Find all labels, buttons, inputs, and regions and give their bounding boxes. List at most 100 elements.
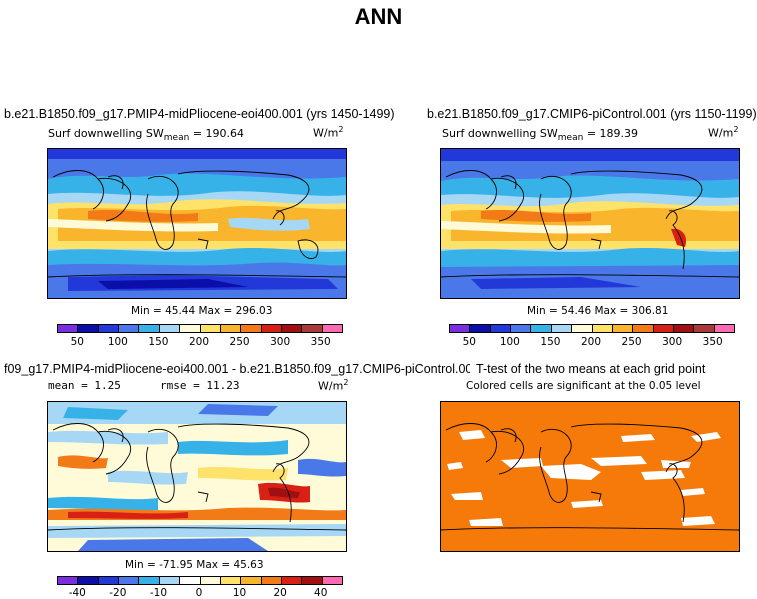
panel4-map: [440, 401, 740, 552]
panel2-colorbar-swatch: [490, 325, 512, 332]
panel3-colorbar-swatch: [119, 577, 140, 584]
panel3-colorbar-swatch: [200, 577, 221, 584]
colorbar-tick-label: -10: [149, 587, 167, 599]
panel2-colorbar: [449, 324, 735, 333]
colorbar-tick-label: 200: [188, 336, 210, 348]
panel2-units: W/m2: [708, 125, 738, 140]
panel2-title: b.e21.B1850.f09_g17.CMIP6-piControl.001 …: [427, 107, 757, 121]
panel1-colorbar-swatch: [180, 325, 201, 332]
panel1-colorbar-swatch: [322, 325, 343, 332]
panel1-colorbar-swatch: [119, 325, 140, 332]
panel2-subtitle: Surf downwelling SWmean = 189.39: [442, 127, 638, 143]
colorbar-tick-label: 50: [70, 336, 84, 348]
panel1-map-svg: [48, 149, 346, 298]
panel4-title: T-test of the two means at each grid poi…: [476, 362, 706, 376]
panel1-colorbar-swatch: [241, 325, 262, 332]
panel3-colorbar-swatch: [180, 577, 201, 584]
colorbar-tick-label: 100: [499, 336, 520, 348]
panel1-units: W/m2: [313, 125, 343, 140]
panel2-colorbar-swatch: [714, 325, 735, 332]
panel1-colorbar-swatch: [200, 325, 221, 332]
colorbar-tick-label: 150: [148, 336, 169, 348]
panel2-colorbar-swatch: [694, 325, 715, 332]
panel1-minmax: Min = 45.44 Max = 296.03: [131, 305, 273, 317]
panel1-stat-label: mean: [163, 133, 190, 143]
panel3-mean: mean = 1.25: [48, 379, 121, 392]
colorbar-tick-label: 300: [270, 336, 291, 348]
panel1-stat-value: = 190.64: [192, 127, 245, 140]
panel3-rmse: rmse = 11.23: [160, 379, 240, 392]
panel3-colorbar-swatch: [159, 577, 181, 584]
panel4-map-svg: [441, 402, 739, 551]
colorbar-tick-label: 40: [314, 587, 328, 599]
panel1-colorbar-swatch: [261, 325, 282, 332]
colorbar-tick-label: 350: [310, 336, 331, 348]
panel3-colorbar-swatch: [139, 577, 160, 584]
panel3-colorbar-swatch: [281, 577, 303, 584]
panel2-units-text: W/m: [708, 126, 734, 140]
panel1-colorbar-swatch: [302, 325, 323, 332]
panel1-colorbar-swatch: [220, 325, 242, 332]
panel2-stat-label: mean: [557, 133, 584, 143]
panel1-colorbar-swatch: [78, 325, 99, 332]
colorbar-tick-label: 50: [462, 336, 476, 348]
panel1-colorbar: [57, 324, 343, 333]
colorbar-tick-label: -40: [68, 587, 86, 599]
colorbar-tick-label: 350: [702, 336, 723, 348]
panel1-var-label: Surf downwelling SW: [48, 127, 164, 140]
panel2-stat-value: = 189.39: [586, 127, 639, 140]
panel2-colorbar-swatch: [673, 325, 695, 332]
panel3-minmax: Min = -71.95 Max = 45.63: [125, 559, 264, 571]
figure-title: ANN: [354, 4, 403, 29]
panel2-colorbar-swatch: [551, 325, 573, 332]
panel1-units-text: W/m: [313, 126, 339, 140]
panel1-map: [47, 148, 347, 299]
panel1-units-exp: 2: [338, 125, 344, 134]
panel3-title: f09_g17.PMIP4-midPliocene-eoi400.001 - b…: [4, 362, 470, 376]
colorbar-tick-label: 200: [580, 336, 602, 348]
colorbar-tick-label: 300: [662, 336, 683, 348]
panel3-units-text: W/m: [318, 379, 344, 393]
panel2-colorbar-swatch: [612, 325, 634, 332]
panel1-colorbar-swatch: [98, 325, 120, 332]
panel1-colorbar-ticks: 50 100 150 200 250 300 350: [57, 336, 341, 350]
panel1-title: b.e21.B1850.f09_g17.PMIP4-midPliocene-eo…: [4, 107, 395, 121]
panel2-map-svg: [441, 149, 739, 298]
panel3-units: W/m2: [318, 378, 348, 393]
panel2-colorbar-swatch: [653, 325, 674, 332]
panel3-colorbar-swatch: [58, 577, 79, 584]
panel2-map: [440, 148, 740, 299]
panel2-colorbar-ticks: 50 100 150 200 250 300 350: [449, 336, 733, 350]
panel1-colorbar-swatch: [139, 325, 160, 332]
panel2-colorbar-swatch: [633, 325, 654, 332]
panel3-colorbar-swatch: [220, 577, 242, 584]
panel3-colorbar-swatch: [98, 577, 120, 584]
panel4-subtitle: Colored cells are significant at the 0.0…: [466, 380, 701, 392]
panel1-colorbar-swatch: [159, 325, 181, 332]
panel3-map-svg: [48, 402, 346, 551]
panel1-subtitle: Surf downwelling SWmean = 190.64: [48, 127, 244, 143]
colorbar-tick-label: 250: [621, 336, 642, 348]
panel3-units-exp: 2: [343, 378, 349, 387]
panel3-colorbar-swatch: [261, 577, 282, 584]
panel3-colorbar-ticks: -40 -20 -10 0 10 20 40: [57, 587, 341, 599]
panel1-colorbar-swatch: [281, 325, 303, 332]
colorbar-tick-label: 10: [232, 587, 247, 599]
colorbar-tick-label: -20: [109, 587, 127, 599]
panel3-colorbar-swatch: [78, 577, 99, 584]
panel2-colorbar-swatch: [450, 325, 471, 332]
colorbar-tick-label: 100: [107, 336, 128, 348]
panel3-colorbar-swatch: [241, 577, 262, 584]
colorbar-tick-label: 150: [540, 336, 561, 348]
panel2-colorbar-swatch: [531, 325, 552, 332]
panel2-colorbar-swatch: [511, 325, 532, 332]
panel1-colorbar-swatch: [58, 325, 79, 332]
panel2-colorbar-swatch: [470, 325, 491, 332]
panel2-units-exp: 2: [733, 125, 739, 134]
ttest-nonsignificant-cells: [447, 430, 721, 526]
panel3-colorbar: [57, 576, 343, 585]
colorbar-tick-label: 250: [229, 336, 250, 348]
panel2-minmax: Min = 54.46 Max = 306.81: [527, 305, 669, 317]
panel3-map: [47, 401, 347, 552]
panel3-colorbar-swatch: [302, 577, 323, 584]
